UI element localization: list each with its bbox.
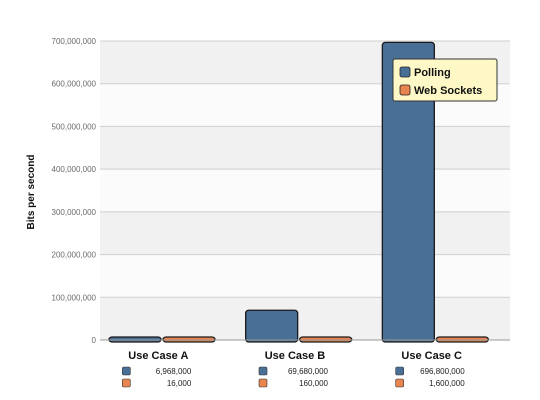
y-axis-label: Bits per second [26, 154, 37, 229]
data-label-swatch [258, 366, 268, 376]
y-tick-label: 300,000,000 [52, 208, 97, 217]
legend-label-polling: Polling [414, 67, 451, 79]
plot-band [100, 169, 510, 212]
data-label: 6,968,000 [156, 367, 192, 376]
y-tick-label: 0 [92, 336, 97, 345]
data-label: 16,000 [167, 379, 192, 388]
legend-box [392, 58, 498, 102]
y-tick-label: 400,000,000 [52, 165, 97, 174]
data-label-swatch [395, 366, 404, 376]
bar-polling-3 [381, 41, 435, 343]
legend-swatch-web-sockets [399, 84, 411, 96]
plot-band [100, 297, 510, 340]
plot-band [100, 126, 510, 170]
data-label: 69,680,000 [288, 367, 329, 376]
data-labels: 6,968,000 16,000 69,680,000 160,000 696,800,… [122, 366, 465, 388]
bar-polling-2 [245, 309, 299, 343]
y-tick-label: 200,000,000 [52, 251, 97, 260]
plot-background [100, 41, 510, 340]
data-label: 696,800,000 [420, 367, 465, 376]
category-label: Use Case C [401, 350, 462, 362]
bars [108, 41, 489, 343]
y-tick-label: 600,000,000 [52, 80, 97, 89]
data-label: 1,600,000 [429, 379, 465, 388]
data-label-swatch [122, 378, 131, 388]
data-label-swatch [122, 366, 131, 376]
category-label: Use Case A [128, 350, 188, 362]
plot-band [100, 211, 510, 255]
y-tick-label: 500,000,000 [52, 122, 97, 131]
category-labels: Use Case A Use Case B Use Case C [128, 350, 462, 362]
data-label-swatch [258, 378, 268, 388]
legend: Polling Web Sockets [392, 58, 498, 102]
y-axis-ticks: 0 100,000,000 200,000,000 300,000,000 400,00… [52, 37, 97, 345]
legend-label-web-sockets: Web Sockets [414, 85, 482, 97]
y-tick-label: 700,000,000 [52, 37, 97, 46]
legend-swatch-polling [399, 66, 411, 78]
plot-band [100, 254, 510, 298]
y-tick-label: 100,000,000 [52, 293, 97, 302]
data-label-swatch [395, 378, 404, 388]
category-label: Use Case B [265, 350, 326, 362]
data-label: 160,000 [299, 379, 328, 388]
